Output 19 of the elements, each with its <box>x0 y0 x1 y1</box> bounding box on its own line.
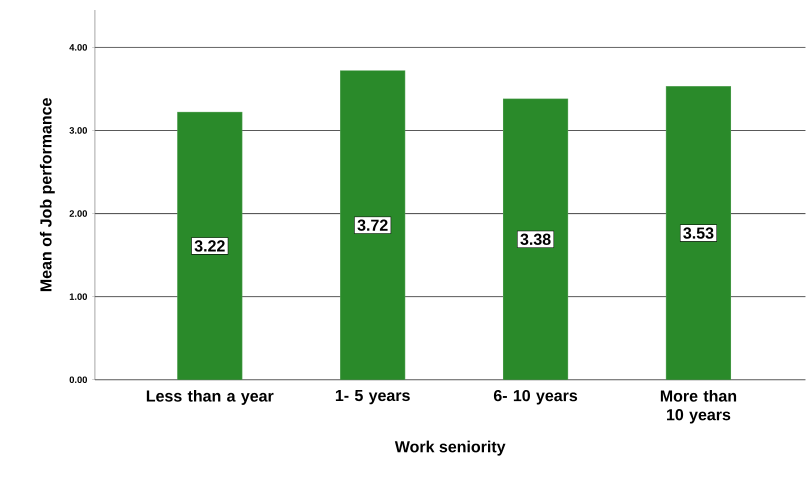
y-tick-label: 3.00 <box>69 127 88 134</box>
x-tick-label: Less than a year <box>146 390 274 406</box>
x-tick-label: 6- 10 years <box>494 390 578 405</box>
x-tick-label: More than 10 years <box>660 390 736 424</box>
x-tick-label: 1- 5 years <box>336 390 410 404</box>
data-label: 3.22 <box>194 240 225 252</box>
y-tick-label: 0.00 <box>70 376 88 384</box>
bar <box>340 70 406 380</box>
data-label: 3.53 <box>683 228 714 239</box>
bar <box>666 86 732 380</box>
bar <box>177 112 242 380</box>
y-tick-label: 2.00 <box>70 210 88 218</box>
y-tick-label: 4.00 <box>69 44 88 51</box>
y-axis-title: Mean of Job performance <box>40 98 55 292</box>
bar <box>502 98 568 380</box>
data-label: 3.38 <box>520 234 551 246</box>
x-axis-title: Work seniority <box>394 440 506 456</box>
data-label: 3.72 <box>357 220 388 232</box>
y-tick-label: 1.00 <box>70 294 88 300</box>
